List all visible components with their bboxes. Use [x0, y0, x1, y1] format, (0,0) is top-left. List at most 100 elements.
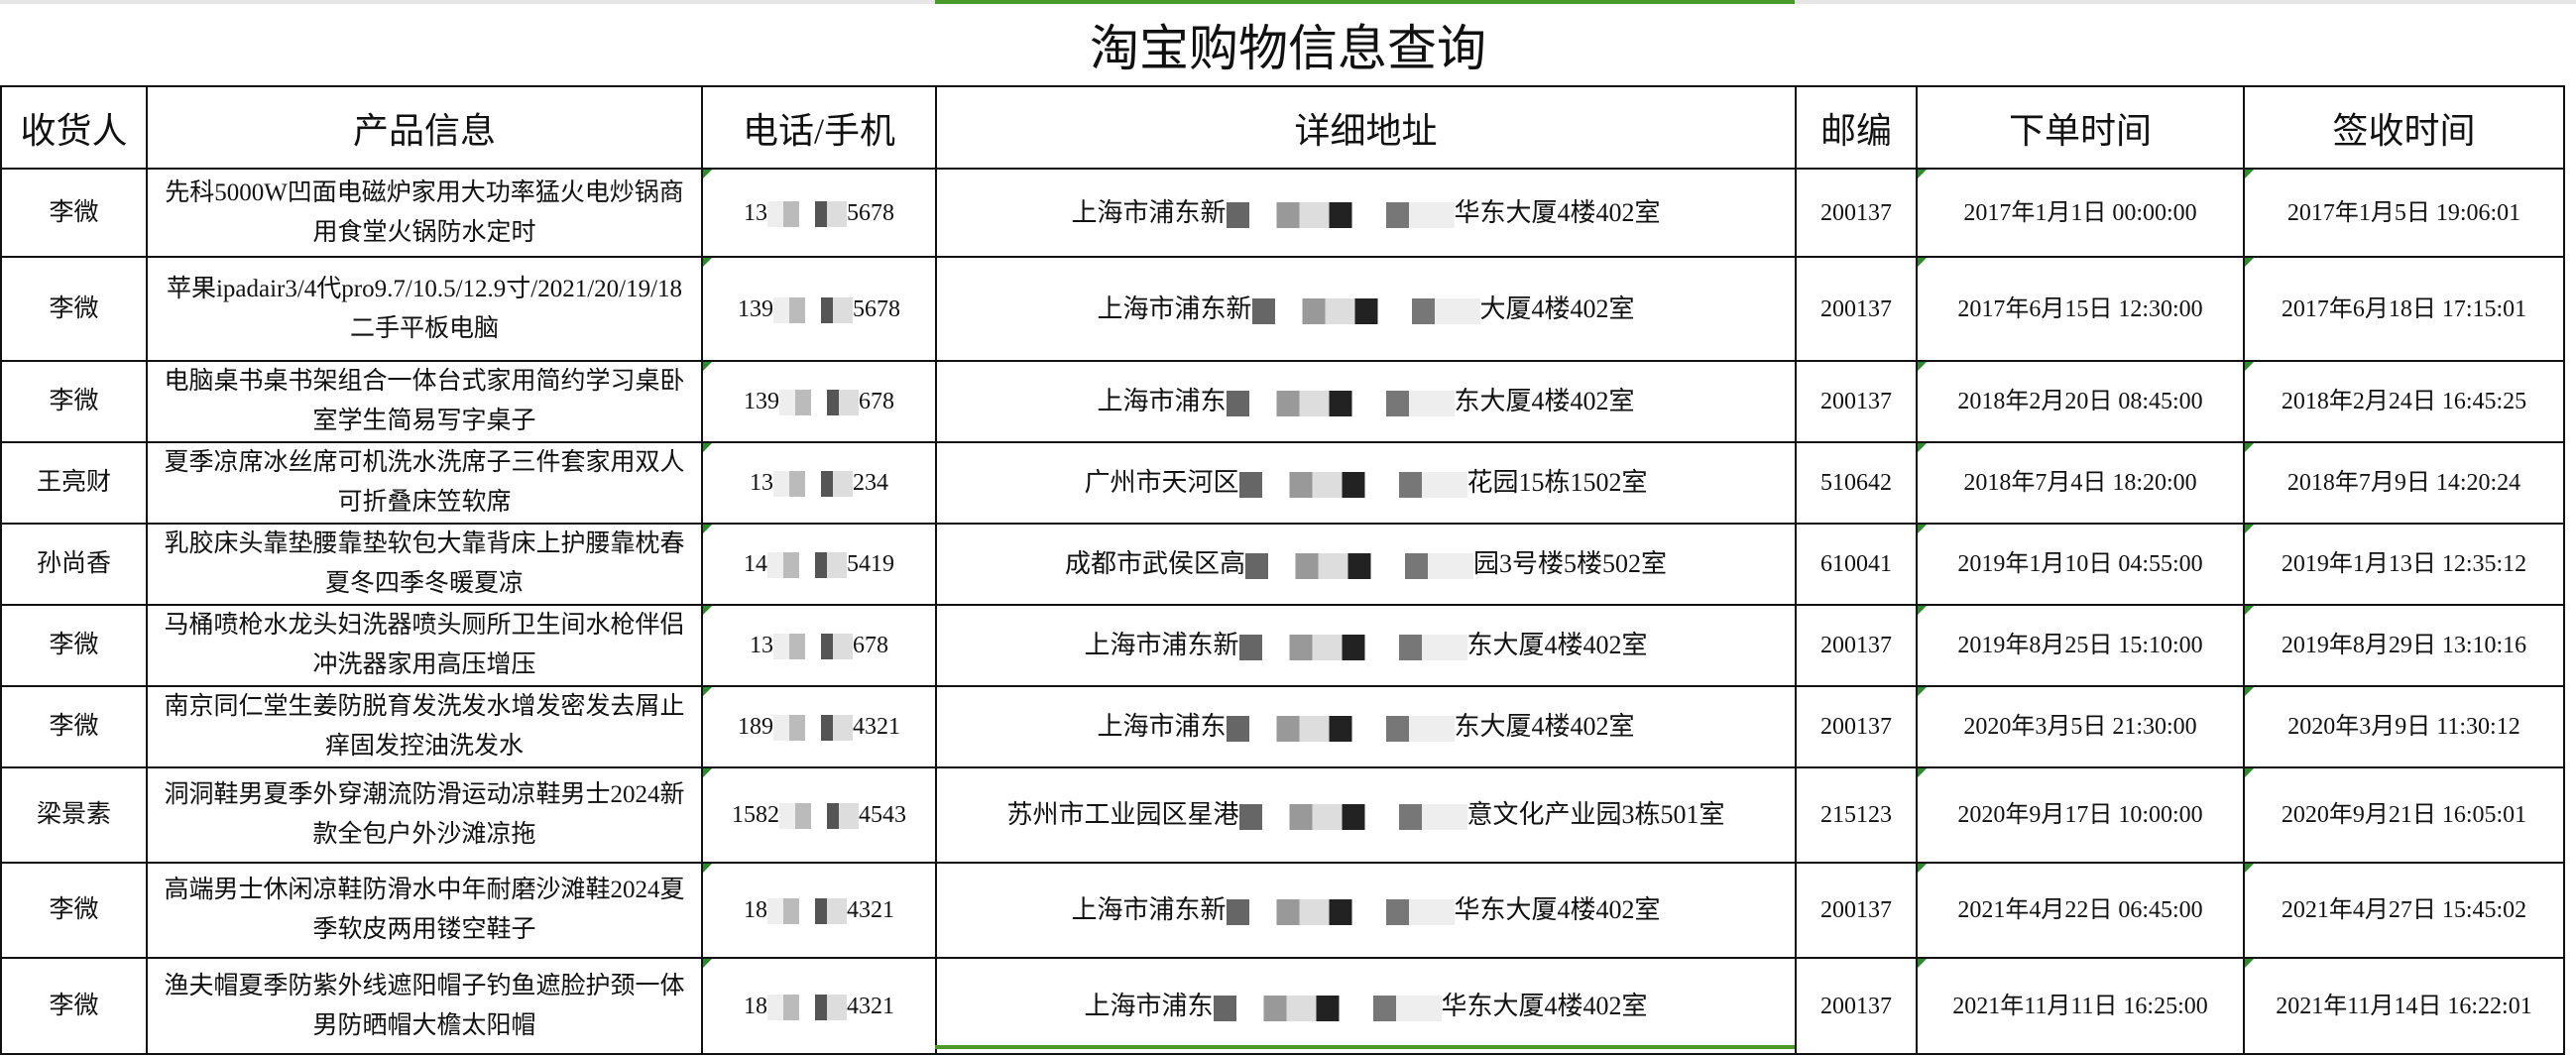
phone-cell[interactable]: 139 5678 [701, 256, 937, 362]
table-row: 李微 先科5000W凹面电磁炉家用大功率猛火电炒锅商用食堂火锅防水定时 13 5678… [0, 168, 2565, 258]
address-end: 园3号楼5楼502室 [1473, 549, 1668, 578]
sign-time-cell[interactable]: 2018年2月24日 16:45:25 [2243, 360, 2565, 443]
header-sign-time[interactable]: 签收时间 [2243, 85, 2565, 170]
product-cell[interactable]: 渔夫帽夏季防紫外线遮阳帽子钓鱼遮脸护颈一体男防晒帽大檐太阳帽 [146, 957, 703, 1055]
redaction-blur [1226, 201, 1455, 228]
zip-cell[interactable]: 200137 [1795, 957, 1918, 1055]
zip-cell[interactable]: 610041 [1795, 523, 1918, 606]
zip-cell[interactable]: 510642 [1795, 441, 1918, 525]
sign-time-cell[interactable]: 2019年1月13日 12:35:12 [2243, 523, 2565, 606]
redaction-blur [1226, 391, 1455, 417]
phone-cell[interactable]: 189 4321 [701, 685, 937, 768]
recipient-cell[interactable]: 李微 [0, 360, 148, 443]
order-time-cell[interactable]: 2020年9月17日 10:00:00 [1916, 766, 2245, 864]
phone-cell[interactable]: 13 678 [701, 604, 937, 687]
product-cell[interactable]: 夏季凉席冰丝席可机洗水洗席子三件套家用双人可折叠床笠软席 [146, 441, 703, 525]
header-zip[interactable]: 邮编 [1795, 85, 1918, 170]
order-time-cell[interactable]: 2017年6月15日 12:30:00 [1916, 256, 2245, 362]
phone-cell[interactable]: 13 234 [701, 441, 937, 525]
product-cell[interactable]: 洞洞鞋男夏季外穿潮流防滑运动凉鞋男士2024新款全包户外沙滩凉拖 [146, 766, 703, 864]
header-phone[interactable]: 电话/手机 [701, 85, 937, 170]
redaction-blur [773, 715, 853, 742]
phone-cell[interactable]: 139 678 [701, 360, 937, 443]
address-cell[interactable]: 苏州市工业园区星港 意文化产业园3栋501室 [935, 766, 1797, 864]
product-cell[interactable]: 马桶喷枪水龙头妇洗器喷头厕所卫生间水枪伴侣冲洗器家用高压增压 [146, 604, 703, 687]
phone-cell[interactable]: 14 5419 [701, 523, 937, 606]
phone-end: 4543 [859, 802, 906, 828]
address-start: 上海市浦东 [1097, 712, 1227, 741]
address-cell[interactable]: 上海市浦东新 华东大厦4楼402室 [935, 168, 1797, 258]
header-recipient[interactable]: 收货人 [0, 85, 148, 170]
header-address[interactable]: 详细地址 [935, 85, 1797, 170]
zip-cell[interactable]: 200137 [1795, 256, 1918, 362]
product-cell[interactable]: 高端男士休闲凉鞋防滑水中年耐磨沙滩鞋2024夏季软皮两用镂空鞋子 [146, 862, 703, 959]
table-row: 李微 高端男士休闲凉鞋防滑水中年耐磨沙滩鞋2024夏季软皮两用镂空鞋子 18 4321… [0, 862, 2565, 959]
phone-cell[interactable]: 18 4321 [701, 862, 937, 959]
order-time-cell[interactable]: 2017年1月1日 00:00:00 [1916, 168, 2245, 258]
sign-time-cell[interactable]: 2021年11月14日 16:22:01 [2243, 957, 2565, 1055]
phone-cell[interactable]: 1582 4543 [701, 766, 937, 864]
zip-cell[interactable]: 215123 [1795, 766, 1918, 864]
phone-start: 139 [744, 389, 779, 414]
recipient-cell[interactable]: 李微 [0, 168, 148, 258]
product-cell[interactable]: 南京同仁堂生姜防脱育发洗发水增发密发去屑止痒固发控油洗发水 [146, 685, 703, 768]
address-start: 上海市浦东新 [1084, 631, 1239, 659]
address-cell[interactable]: 广州市天河区 花园15栋1502室 [935, 441, 1797, 525]
phone-start: 139 [738, 295, 773, 322]
phone-start: 13 [750, 633, 773, 658]
address-cell[interactable]: 上海市浦东 华东大厦4楼402室 [935, 957, 1797, 1055]
zip-cell[interactable]: 200137 [1795, 685, 1918, 768]
header-order-time[interactable]: 下单时间 [1916, 85, 2245, 170]
recipient-cell[interactable]: 李微 [0, 604, 148, 687]
recipient-cell[interactable]: 梁景素 [0, 766, 148, 864]
phone-cell[interactable]: 13 5678 [701, 168, 937, 258]
sign-time-cell[interactable]: 2018年7月9日 14:20:24 [2243, 441, 2565, 525]
table-row: 梁景素 洞洞鞋男夏季外穿潮流防滑运动凉鞋男士2024新款全包户外沙滩凉拖 1582 4… [0, 766, 2565, 864]
address-cell[interactable]: 上海市浦东新 东大厦4楼402室 [935, 604, 1797, 687]
address-start: 苏州市工业园区星港 [1006, 800, 1239, 829]
redaction-blur [1251, 297, 1480, 324]
recipient-cell[interactable]: 李微 [0, 957, 148, 1055]
redaction-blur [1238, 472, 1467, 499]
product-cell[interactable]: 电脑桌书桌书架组合一体台式家用简约学习桌卧室学生简易写字桌子 [146, 360, 703, 443]
address-cell[interactable]: 上海市浦东新 华东大厦4楼402室 [935, 862, 1797, 959]
address-cell[interactable]: 上海市浦东 东大厦4楼402室 [935, 685, 1797, 768]
address-cell[interactable]: 上海市浦东 东大厦4楼402室 [935, 360, 1797, 443]
recipient-cell[interactable]: 王亮财 [0, 441, 148, 525]
order-time-cell[interactable]: 2021年11月11日 16:25:00 [1916, 957, 2245, 1055]
recipient-cell[interactable]: 李微 [0, 685, 148, 768]
redaction-blur [767, 200, 847, 227]
phone-end: 4321 [847, 897, 894, 923]
zip-cell[interactable]: 200137 [1795, 604, 1918, 687]
order-time-cell[interactable]: 2018年7月4日 18:20:00 [1916, 441, 2245, 525]
sign-time-cell[interactable]: 2017年6月18日 17:15:01 [2243, 256, 2565, 362]
address-end: 华东大厦4楼402室 [1454, 895, 1661, 924]
product-cell[interactable]: 苹果ipadair3/4代pro9.7/10.5/12.9寸/2021/20/1… [146, 256, 703, 362]
sign-time-cell[interactable]: 2019年8月29日 13:10:16 [2243, 604, 2565, 687]
sign-time-cell[interactable]: 2020年3月9日 11:30:12 [2243, 685, 2565, 768]
zip-cell[interactable]: 200137 [1795, 168, 1918, 258]
phone-start: 14 [744, 551, 767, 577]
address-start: 上海市浦东新 [1071, 197, 1227, 227]
order-time-cell[interactable]: 2021年4月22日 06:45:00 [1916, 862, 2245, 959]
sign-time-cell[interactable]: 2021年4月27日 15:45:02 [2243, 862, 2565, 959]
recipient-cell[interactable]: 李微 [0, 862, 148, 959]
recipient-cell[interactable]: 李微 [0, 256, 148, 362]
sign-time-cell[interactable]: 2017年1月5日 19:06:01 [2243, 168, 2565, 258]
order-time-cell[interactable]: 2019年1月10日 04:55:00 [1916, 523, 2245, 606]
address-cell[interactable]: 成都市武侯区高 园3号楼5楼502室 [935, 523, 1797, 606]
order-time-cell[interactable]: 2020年3月5日 21:30:00 [1916, 685, 2245, 768]
product-cell[interactable]: 先科5000W凹面电磁炉家用大功率猛火电炒锅商用食堂火锅防水定时 [146, 168, 703, 258]
phone-end: 4321 [853, 714, 900, 740]
header-product[interactable]: 产品信息 [146, 85, 703, 170]
zip-cell[interactable]: 200137 [1795, 360, 1918, 443]
phone-cell[interactable]: 18 4321 [701, 957, 937, 1055]
address-end: 花园15栋1502室 [1466, 468, 1648, 497]
order-time-cell[interactable]: 2018年2月20日 08:45:00 [1916, 360, 2245, 443]
zip-cell[interactable]: 200137 [1795, 862, 1918, 959]
order-time-cell[interactable]: 2019年8月25日 15:10:00 [1916, 604, 2245, 687]
sign-time-cell[interactable]: 2020年9月21日 16:05:01 [2243, 766, 2565, 864]
product-cell[interactable]: 乳胶床头靠垫腰靠垫软包大靠背床上护腰靠枕春夏冬四季冬暖夏凉 [146, 523, 703, 606]
recipient-cell[interactable]: 孙尚香 [0, 523, 148, 606]
address-cell[interactable]: 上海市浦东新 大厦4楼402室 [935, 256, 1797, 362]
